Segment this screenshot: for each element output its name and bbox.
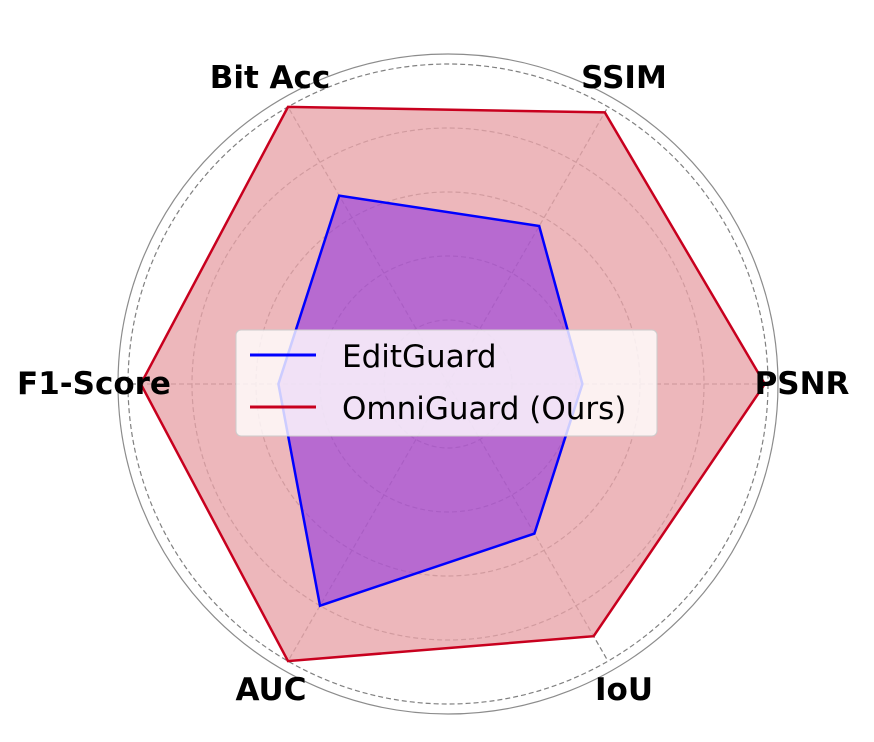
- legend-label-omniguard: OmniGuard (Ours): [342, 391, 626, 427]
- legend: EditGuard OmniGuard (Ours): [235, 329, 658, 437]
- axis-label-bit-acc: Bit Acc: [210, 60, 331, 96]
- axis-label-iou: IoU: [595, 672, 653, 708]
- omniguard-ours-outline: [139, 105, 767, 663]
- axis-label-f1-score: F1-Score: [17, 366, 171, 402]
- legend-box: [235, 329, 658, 437]
- axis-labels: PSNR SSIM Bit Acc F1-Score AUC IoU: [17, 60, 850, 708]
- axis-label-psnr: PSNR: [755, 366, 850, 402]
- axis-label-ssim: SSIM: [581, 60, 667, 96]
- grid-ring: [127, 63, 769, 705]
- axis-label-auc: AUC: [236, 672, 307, 708]
- legend-label-editguard: EditGuard: [342, 339, 497, 375]
- outer-frame: [117, 53, 779, 715]
